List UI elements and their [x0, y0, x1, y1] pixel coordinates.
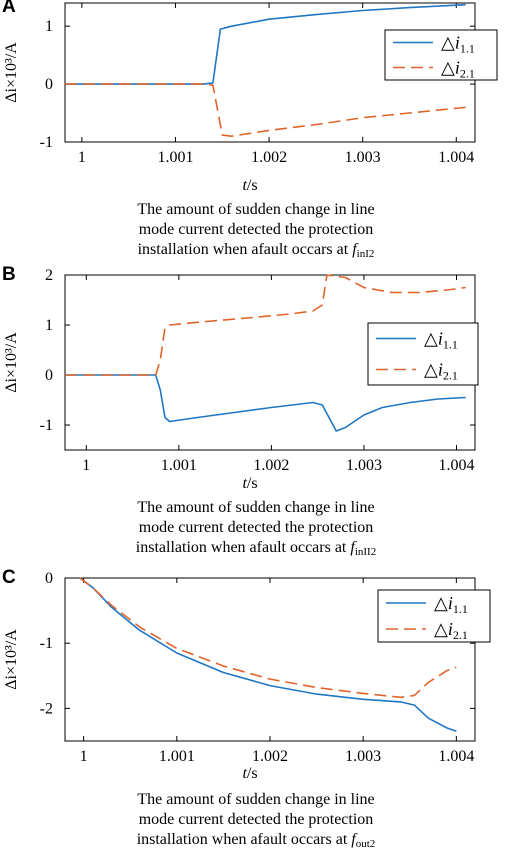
panel-letter-c: C [2, 567, 16, 588]
series-line-1 [65, 374, 466, 432]
x-tick-label: 1.002 [251, 149, 287, 166]
caption-c-line-1: The amount of sudden change in line [137, 791, 375, 808]
caption-a-f: f [352, 241, 357, 258]
y-tick-label: -1 [40, 134, 53, 151]
y-tick-label: 2 [45, 267, 53, 284]
legend-label-2: △i2.1 [434, 619, 468, 642]
caption-b-line-3: installation when afault occars at finII… [0, 538, 512, 562]
caption-b-line-1: The amount of sudden change in line [137, 499, 375, 516]
x-axis-label: t/s [242, 475, 257, 492]
x-tick-label: 1.001 [157, 149, 193, 166]
y-axis-label: Δi×10³/A [3, 332, 20, 393]
caption-c-line-3-text: installation when afault occars at [136, 831, 352, 848]
x-tick-label: 1.003 [346, 457, 382, 474]
legend-label-1: △i1.1 [424, 329, 458, 352]
y-tick-label: 1 [45, 18, 53, 35]
x-tick-label: 1 [82, 457, 90, 474]
caption-b-line-3-text: installation when afault occars at [135, 539, 351, 556]
legend-label-2: △i2.1 [424, 360, 458, 383]
y-tick-label: 0 [45, 367, 53, 384]
series-line-1 [65, 3, 466, 85]
legend-label-2: △i2.1 [441, 58, 475, 81]
y-tick-label: -1 [40, 417, 53, 434]
y-tick-label: -1 [40, 635, 53, 652]
caption-b: The amount of sudden change in line mode… [0, 498, 512, 562]
caption-a: The amount of sudden change in line mode… [0, 200, 512, 264]
x-tick-label: 1 [78, 149, 86, 166]
x-tick-label: 1.002 [253, 457, 289, 474]
legend-box [367, 322, 479, 386]
x-tick-label: 1.002 [252, 748, 288, 765]
series-line-2 [65, 274, 466, 376]
caption-a-line-3: installation when afault occars at finI2 [0, 240, 512, 264]
chart-b: 1 1.001 1.002 1.003 1.004 -1 0 1 2 t/s Δi×10³/A △i1… [3, 267, 479, 492]
x-tick-label: 1.001 [159, 748, 195, 765]
caption-b-sub: inII2 [354, 546, 377, 558]
y-tick-label: 0 [45, 76, 53, 93]
x-tick-label: 1.003 [345, 149, 381, 166]
x-tick-label: 1.004 [438, 457, 474, 474]
legend-label-1: △i1.1 [441, 33, 475, 56]
chart-c: 1 1.001 1.002 1.003 1.004 -2 -1 0 t/s Δi×10³/A △i1… [3, 570, 491, 782]
y-axis-label: Δi×10³/A [3, 629, 20, 690]
series-line-1 [79, 577, 457, 732]
y-axis-label: Δi×10³/A [3, 42, 20, 103]
caption-c-f: f [351, 831, 356, 848]
chart-a: 1 1.001 1.002 1.003 1.004 -1 0 1 t/s Δi×10³/A △i1.… [3, 2, 498, 194]
panel-letter-b: B [2, 264, 16, 285]
x-tick-label: 1.004 [438, 149, 474, 166]
legend-box [377, 589, 491, 643]
caption-b-line-2: mode current detected the protection [138, 519, 374, 536]
x-tick-label: 1.003 [345, 748, 381, 765]
x-tick-label: 1.001 [161, 457, 197, 474]
caption-c-sub: out2 [355, 838, 376, 850]
legend-label-1: △i1.1 [434, 593, 468, 616]
x-tick-label: 1.004 [438, 748, 474, 765]
x-tick-label: 1 [80, 748, 88, 765]
panel-letter-a: A [2, 0, 16, 17]
x-axis-label: t/s [242, 765, 257, 782]
legend-box [384, 29, 498, 81]
caption-b-f: f [350, 539, 355, 556]
caption-c: The amount of sudden change in line mode… [0, 790, 512, 854]
caption-a-line-2: mode current detected the protection [138, 221, 374, 238]
caption-c-line-2: mode current detected the protection [138, 811, 374, 828]
series-line-2 [65, 83, 466, 137]
y-tick-label: 1 [45, 317, 53, 334]
caption-a-sub: inI2 [356, 248, 375, 260]
caption-a-line-3-text: installation when afault occars at [137, 241, 353, 258]
caption-c-line-3: installation when afault occars at fout2 [0, 830, 512, 854]
y-tick-label: 0 [45, 570, 53, 587]
x-axis-label: t/s [242, 177, 257, 194]
series-line-2 [79, 577, 457, 699]
y-tick-label: -2 [40, 700, 53, 717]
caption-a-line-1: The amount of sudden change in line [137, 201, 375, 218]
